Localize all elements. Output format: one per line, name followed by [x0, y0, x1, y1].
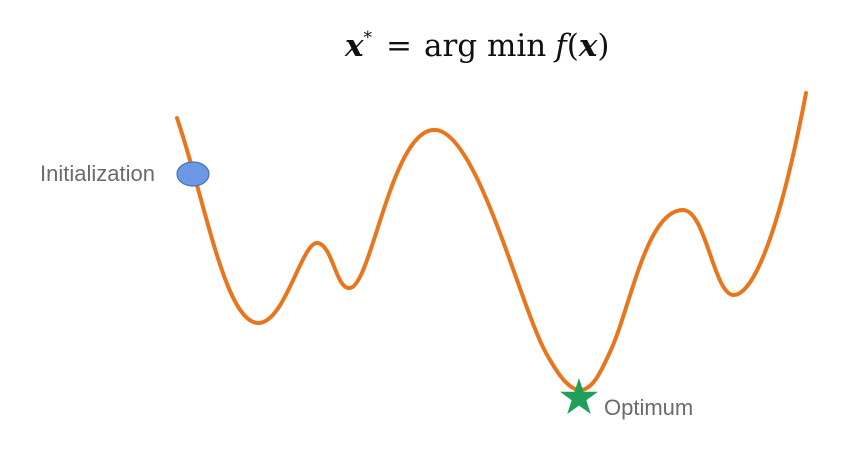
- optimum-label: Optimum: [604, 395, 693, 420]
- formula-close-paren: ): [597, 28, 609, 64]
- formula-argument: x: [578, 28, 598, 64]
- initialization-marker-icon: [176, 161, 210, 187]
- formula-lhs-symbol: x: [344, 28, 364, 64]
- formula-open-paren: (: [567, 28, 579, 64]
- initialization-label: Initialization: [40, 161, 155, 186]
- optimum-star-icon: [560, 378, 598, 414]
- formula-operator: arg min: [424, 28, 546, 64]
- loss-curve: [175, 91, 808, 392]
- formula: x* = arg min f(x): [344, 28, 609, 64]
- formula-superscript: *: [363, 28, 372, 48]
- formula-equals: =: [386, 28, 412, 64]
